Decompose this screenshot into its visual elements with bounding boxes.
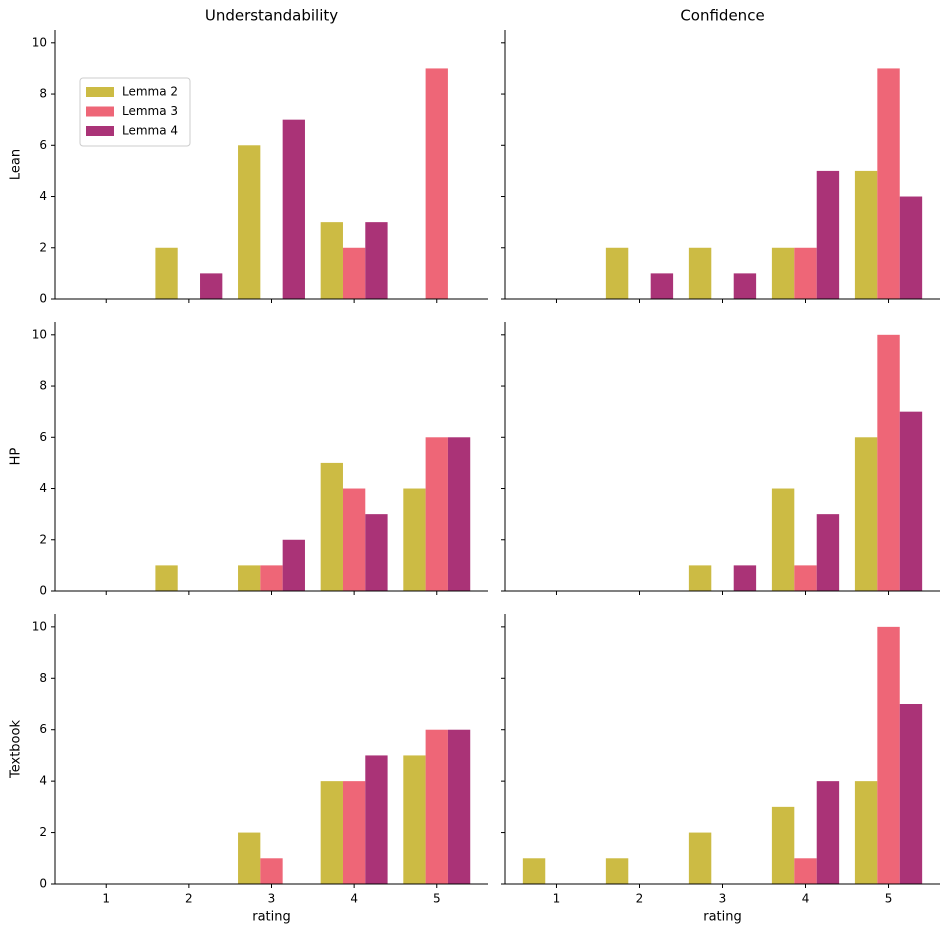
bar: [733, 565, 757, 591]
panel-title: Confidence: [680, 7, 764, 25]
bar: [365, 222, 388, 299]
x-tick-label: 2: [636, 892, 644, 906]
bar: [605, 858, 629, 884]
y-tick-label: 0: [39, 292, 47, 306]
y-axis-label: HP: [9, 448, 24, 466]
bar: [854, 437, 878, 591]
y-tick-label: 2: [39, 240, 47, 254]
bar: [688, 832, 712, 884]
bar: [854, 170, 878, 299]
bar: [771, 488, 795, 591]
y-tick-label: 6: [39, 722, 47, 736]
legend-label: Lemma 4: [122, 124, 178, 138]
bar: [320, 781, 343, 884]
y-tick-label: 10: [32, 35, 47, 49]
y-axis-label: Textbook: [9, 720, 24, 779]
bar: [877, 626, 900, 884]
bar: [899, 411, 923, 591]
bar: [816, 170, 840, 299]
x-axis-label: rating: [252, 910, 291, 925]
bar: [688, 565, 712, 591]
bar: [650, 273, 674, 299]
y-tick-label: 2: [39, 825, 47, 839]
x-tick-label: 5: [433, 892, 441, 906]
y-tick-label: 4: [39, 481, 47, 495]
bar: [816, 514, 840, 591]
y-tick-label: 8: [39, 87, 47, 101]
bar: [403, 488, 426, 591]
bar: [342, 781, 366, 884]
bar: [605, 247, 629, 299]
bar: [688, 247, 712, 299]
y-tick-label: 8: [39, 379, 47, 393]
bar: [425, 68, 448, 299]
panel-title: Understandability: [205, 7, 338, 25]
bar: [238, 565, 261, 591]
x-tick-label: 3: [268, 892, 276, 906]
bar: [282, 539, 305, 591]
legend-swatch: [86, 106, 114, 117]
y-tick-label: 2: [39, 532, 47, 546]
bar: [200, 273, 223, 299]
bar: [260, 858, 283, 884]
bar: [425, 437, 448, 591]
y-tick-label: 6: [39, 138, 47, 152]
legend-swatch: [86, 87, 114, 97]
x-tick-label: 4: [350, 892, 358, 906]
bar: [854, 781, 878, 884]
bar: [155, 247, 178, 299]
bar: [320, 462, 343, 591]
bar: [877, 68, 900, 299]
bar: [282, 119, 305, 300]
bar: [365, 514, 388, 591]
legend-label: Lemma 3: [122, 104, 178, 118]
bar: [816, 781, 840, 884]
bar: [425, 729, 448, 884]
x-tick-label: 2: [185, 892, 193, 906]
bar: [794, 565, 817, 591]
bar: [733, 273, 757, 299]
x-tick-label: 1: [553, 892, 561, 906]
bar: [877, 334, 900, 591]
bar: [320, 222, 343, 299]
bar: [260, 565, 283, 591]
y-tick-label: 0: [39, 584, 47, 598]
bar: [794, 247, 817, 299]
bar: [447, 729, 471, 884]
bar: [522, 858, 546, 884]
y-tick-label: 10: [32, 619, 47, 633]
legend-swatch: [86, 126, 114, 136]
y-tick-label: 4: [39, 774, 47, 788]
x-tick-label: 1: [102, 892, 110, 906]
bar: [771, 806, 795, 884]
y-tick-label: 6: [39, 430, 47, 444]
x-tick-label: 4: [802, 892, 810, 906]
bar: [794, 858, 817, 884]
bar: [447, 437, 471, 591]
y-tick-label: 8: [39, 671, 47, 685]
x-tick-label: 3: [719, 892, 727, 906]
legend-label: Lemma 2: [122, 85, 178, 99]
bar: [899, 196, 923, 299]
bar: [403, 755, 426, 884]
bar: [238, 832, 261, 884]
bar: [899, 704, 923, 884]
bar: [238, 145, 261, 299]
bar: [365, 755, 388, 884]
x-axis-label: rating: [703, 910, 742, 925]
bar: [342, 488, 366, 591]
y-axis-label: Lean: [9, 149, 24, 180]
y-tick-label: 0: [39, 877, 47, 891]
y-tick-label: 4: [39, 189, 47, 203]
y-tick-label: 10: [32, 327, 47, 341]
x-tick-label: 5: [885, 892, 893, 906]
bar: [771, 247, 795, 299]
bar: [342, 247, 366, 299]
bar: [155, 565, 178, 591]
